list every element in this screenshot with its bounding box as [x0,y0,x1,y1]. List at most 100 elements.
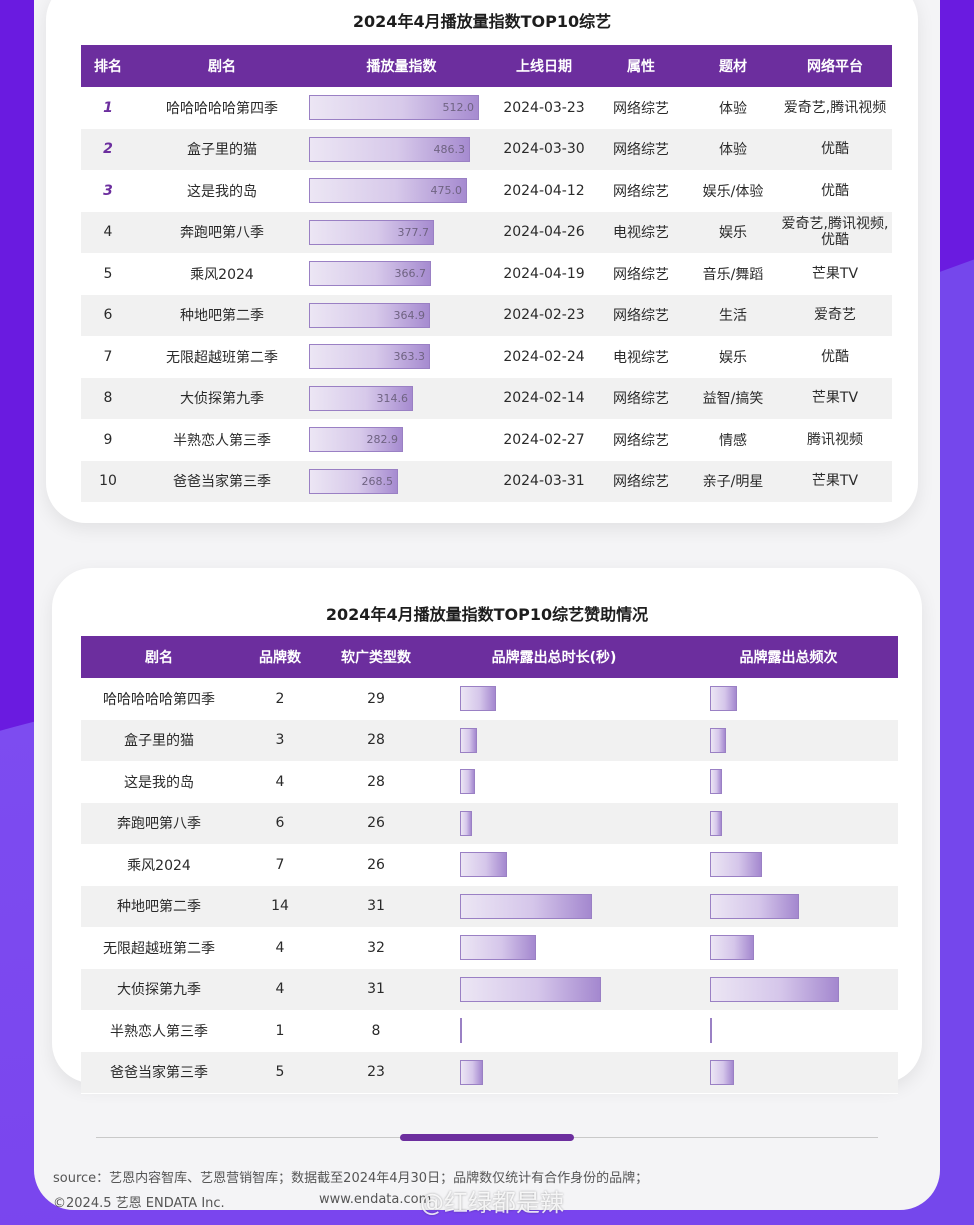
duration-bar [460,1059,483,1085]
attr-cell: 电视综艺 [594,336,688,378]
header-genre: 题材 [688,45,778,87]
frequency-bar-cell [679,802,898,845]
platform-cell: 芒果TV [778,460,892,503]
attr-cell: 网络综艺 [594,253,688,295]
brand-count-cell: 6 [237,802,323,845]
genre-cell: 情感 [688,419,778,461]
rank-cell: 9 [81,419,135,461]
genre-cell: 娱乐 [688,336,778,378]
ad-types-cell: 31 [323,885,429,928]
index-bar: 377.7 [309,219,434,245]
frequency-bar [710,1018,712,1044]
header-attr: 属性 [594,45,688,87]
show-name-cell: 哈哈哈哈哈第四季 [81,678,237,720]
table-row: 大侦探第九季 4 31 [81,968,898,1011]
table1-title: 2024年4月播放量指数TOP10综艺 [352,12,612,31]
show-name-cell: 奔跑吧第八季 [81,802,237,845]
rank-cell: 6 [81,294,135,337]
show-name-cell: 哈哈哈哈哈第四季 [135,87,309,129]
genre-cell: 音乐/舞蹈 [688,253,778,295]
table-row: 哈哈哈哈哈第四季 2 29 [81,678,898,720]
duration-bar-cell [429,844,679,886]
table1-header-row: 排名 剧名 播放量指数 上线日期 属性 题材 网络平台 [81,45,892,87]
table-row: 5 乘风2024 366.7 2024-04-19 网络综艺 音乐/舞蹈 芒果TV [81,253,892,295]
frequency-bar [710,686,737,711]
platform-cell: 优酷 [778,128,892,171]
ad-types-cell: 28 [323,719,429,762]
table-row: 半熟恋人第三季 1 8 [81,1010,898,1052]
index-bar-cell: 366.7 [309,253,494,295]
table-row: 爸爸当家第三季 5 23 [81,1051,898,1094]
duration-bar-cell [429,761,679,803]
date-cell: 2024-02-27 [494,419,594,461]
duration-bar [460,935,536,961]
frequency-bar [710,769,722,795]
frequency-bar-cell [679,844,898,886]
date-cell: 2024-02-24 [494,336,594,378]
rank-cell: 8 [81,377,135,420]
watermark: @红绿都是辣 [420,1189,564,1217]
show-name-cell: 种地吧第二季 [135,294,309,337]
duration-bar [460,893,592,919]
brand-count-cell: 7 [237,844,323,886]
brand-count-cell: 14 [237,885,323,928]
table-row: 无限超越班第二季 4 32 [81,927,898,969]
ad-types-cell: 29 [323,678,429,720]
index-bar: 282.9 [309,427,403,453]
table-row: 3 这是我的岛 475.0 2024-04-12 网络综艺 娱乐/体验 优酷 [81,170,892,212]
show-name-cell: 半熟恋人第三季 [81,1010,237,1052]
frequency-bar-cell [679,885,898,928]
header-ad-types: 软广类型数 [323,636,429,678]
index-bar-cell: 363.3 [309,336,494,378]
duration-bar-cell [429,968,679,1011]
table2-title: 2024年4月播放量指数TOP10综艺赞助情况 [325,605,649,624]
ad-types-cell: 32 [323,927,429,969]
show-name-cell: 爸爸当家第三季 [81,1051,237,1094]
show-name-cell: 奔跑吧第八季 [135,211,309,254]
frequency-bar-cell [679,678,898,720]
frequency-bar-cell [679,968,898,1011]
genre-cell: 生活 [688,294,778,337]
copyright: ©2024.5 艺恩 ENDATA Inc. [53,1196,225,1211]
show-name-cell: 大侦探第九季 [135,377,309,420]
frequency-bar-cell [679,719,898,762]
show-name-cell: 无限超越班第二季 [135,336,309,378]
platform-cell: 腾讯视频 [778,419,892,461]
attr-cell: 网络综艺 [594,460,688,503]
rank-cell: 5 [81,253,135,295]
show-name-cell: 乘风2024 [135,253,309,295]
rank-cell: 2 [81,128,135,171]
table-row: 乘风2024 7 26 [81,844,898,886]
index-bar-cell: 486.3 [309,128,494,171]
duration-bar [460,686,496,711]
genre-cell: 体验 [688,87,778,129]
attr-cell: 网络综艺 [594,128,688,171]
top10-variety-card: 2024年4月播放量指数TOP10综艺 排名 剧名 播放量指数 上线日期 属性 … [46,0,918,523]
index-bar-cell: 268.5 [309,460,494,503]
brand-count-cell: 4 [237,927,323,969]
duration-bar-cell [429,802,679,845]
rank-cell: 10 [81,460,135,503]
header-platform: 网络平台 [778,45,892,87]
website-link[interactable]: www.endata.com [319,1192,432,1207]
table-row: 9 半熟恋人第三季 282.9 2024-02-27 网络综艺 情感 腾讯视频 [81,419,892,461]
attr-cell: 网络综艺 [594,419,688,461]
genre-cell: 益智/搞笑 [688,377,778,420]
brand-count-cell: 3 [237,719,323,762]
brand-count-cell: 2 [237,678,323,720]
duration-bar-cell [429,885,679,928]
ad-types-cell: 26 [323,844,429,886]
platform-cell: 爱奇艺 [778,294,892,337]
frequency-bar-cell [679,1010,898,1052]
source-note: source：艺恩内容智库、艺恩营销智库；数据截至2024年4月30日；品牌数仅… [53,1171,649,1186]
index-bar: 366.7 [309,261,431,287]
frequency-bar [710,852,762,878]
sponsorship-card: 2024年4月播放量指数TOP10综艺赞助情况 剧名 品牌数 软广类型数 品牌露… [52,568,922,1094]
show-name-cell: 大侦探第九季 [81,968,237,1011]
ad-types-cell: 26 [323,802,429,845]
brand-count-cell: 1 [237,1010,323,1052]
platform-cell: 爱奇艺,腾讯视频 [778,87,892,129]
index-bar-cell: 314.6 [309,377,494,420]
attr-cell: 网络综艺 [594,87,688,129]
index-bar: 363.3 [309,344,430,370]
